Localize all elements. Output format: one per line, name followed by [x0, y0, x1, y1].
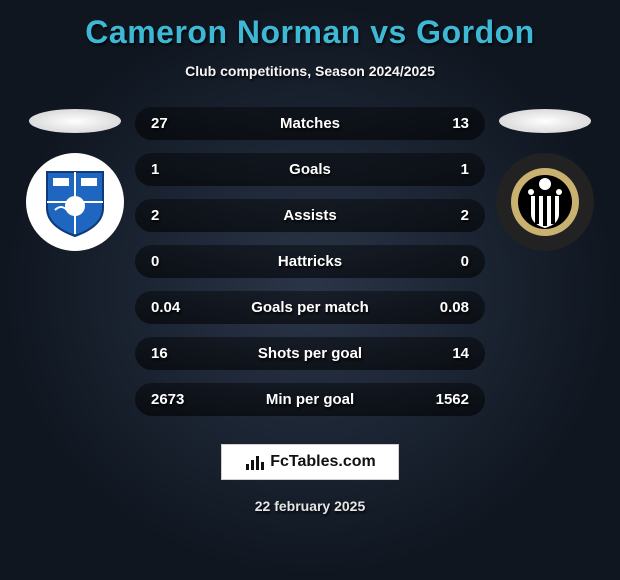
stat-row: 1Goals1	[135, 153, 485, 186]
stat-label: Shots per goal	[201, 345, 419, 362]
stats-table: 27Matches13 1Goals1 2Assists2 0Hattricks0 0.…	[135, 107, 485, 416]
stat-left-value: 1	[151, 161, 201, 178]
left-side	[15, 107, 135, 251]
brand-badge[interactable]: FcTables.com	[221, 444, 399, 480]
stat-row: 27Matches13	[135, 107, 485, 140]
stat-label: Goals per match	[201, 299, 419, 316]
notts-crest-icon	[505, 162, 585, 242]
left-crest	[26, 153, 124, 251]
stat-label: Matches	[201, 115, 419, 132]
stat-row: 0Hattricks0	[135, 245, 485, 278]
stat-left-value: 2	[151, 207, 201, 224]
stat-label: Min per goal	[201, 391, 419, 408]
stat-right-value: 14	[419, 345, 469, 362]
right-oval	[499, 109, 591, 133]
stat-right-value: 0.08	[419, 299, 469, 316]
stat-left-value: 16	[151, 345, 201, 362]
date-label: 22 february 2025	[255, 498, 366, 514]
stat-right-value: 2	[419, 207, 469, 224]
stat-label: Assists	[201, 207, 419, 224]
page-subtitle: Club competitions, Season 2024/2025	[185, 63, 435, 79]
stat-right-value: 1	[419, 161, 469, 178]
stat-label: Goals	[201, 161, 419, 178]
tranmere-crest-icon	[35, 162, 115, 242]
stat-row: 0.04Goals per match0.08	[135, 291, 485, 324]
stat-row: 16Shots per goal14	[135, 337, 485, 370]
stat-right-value: 13	[419, 115, 469, 132]
stat-label: Hattricks	[201, 253, 419, 270]
comparison-row: 27Matches13 1Goals1 2Assists2 0Hattricks0 0.…	[0, 107, 620, 416]
stat-row: 2673Min per goal1562	[135, 383, 485, 416]
stat-left-value: 0	[151, 253, 201, 270]
stat-right-value: 0	[419, 253, 469, 270]
stat-row: 2Assists2	[135, 199, 485, 232]
right-side	[485, 107, 605, 251]
stat-left-value: 0.04	[151, 299, 201, 316]
stat-left-value: 2673	[151, 391, 201, 408]
page-title: Cameron Norman vs Gordon	[85, 14, 534, 51]
bars-icon	[244, 452, 266, 472]
right-crest	[496, 153, 594, 251]
stat-left-value: 27	[151, 115, 201, 132]
stat-right-value: 1562	[419, 391, 469, 408]
brand-label: FcTables.com	[270, 453, 376, 471]
left-oval	[29, 109, 121, 133]
